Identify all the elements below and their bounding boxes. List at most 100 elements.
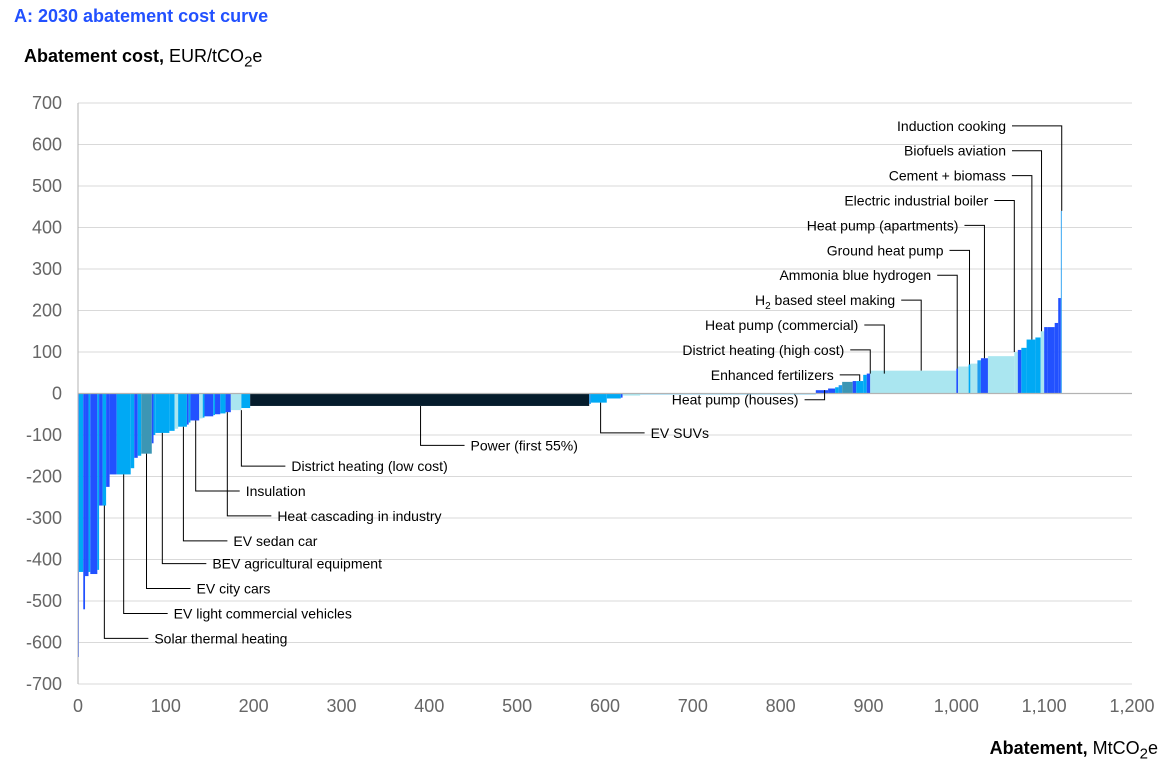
bar <box>83 393 86 610</box>
annotation-label: H2 based steel making <box>755 292 895 312</box>
annotation-leader <box>600 402 645 434</box>
x-tick-label: 1,200 <box>1109 696 1154 716</box>
bar <box>835 387 839 394</box>
bar <box>90 393 98 575</box>
bar <box>1017 349 1022 394</box>
annotation-leader <box>420 405 465 446</box>
annotation-label: EV city cars <box>197 581 271 597</box>
bar <box>1021 347 1027 394</box>
annotation-leader <box>949 249 971 365</box>
annotation-leader <box>1011 175 1033 340</box>
x-tick-label: 0 <box>73 696 83 716</box>
axes: 700 600 500 400 300 200 100 0 -100 -200 -300 -400 -5… <box>26 93 1155 716</box>
bar <box>230 393 242 411</box>
bar <box>1060 210 1062 394</box>
x-tick-label: 700 <box>678 696 708 716</box>
bar <box>174 393 179 429</box>
bar <box>186 393 189 425</box>
y-tick-label: 600 <box>32 135 62 155</box>
bar <box>958 366 969 394</box>
y-tick-label: 200 <box>32 301 62 321</box>
y-tick-label: -200 <box>26 467 62 487</box>
bar <box>842 381 853 394</box>
bar <box>838 385 843 394</box>
y-axis-title: Abatement cost, EUR/tCO2e <box>24 46 262 71</box>
bar <box>137 393 142 456</box>
bar <box>169 393 175 431</box>
bar <box>99 393 103 506</box>
annotation-label: District heating (low cost) <box>291 458 447 474</box>
x-tick-label: 300 <box>326 696 356 716</box>
bar <box>215 393 221 415</box>
annotation-label: Electric industrial boiler <box>844 193 988 209</box>
annotation-leader <box>850 349 871 374</box>
bar <box>241 393 251 409</box>
annotation-label: Induction cooking <box>897 118 1006 134</box>
annotation-leader <box>937 274 958 369</box>
bar <box>1026 339 1036 394</box>
annotation-label: EV sedan car <box>233 533 317 549</box>
annotation-label: Heat cascading in industry <box>277 508 441 524</box>
annotation-leader <box>864 324 885 374</box>
x-tick-label: 1,000 <box>934 696 979 716</box>
y-tick-label: 100 <box>32 342 62 362</box>
bar <box>1047 327 1055 394</box>
y-tick-label: 300 <box>32 259 62 279</box>
bar <box>970 363 978 394</box>
y-axis-title-bold: Abatement cost, <box>24 46 165 66</box>
grid-lines <box>78 102 1132 685</box>
annotation-label: Biofuels aviation <box>904 143 1006 159</box>
bar <box>1035 337 1041 394</box>
bar <box>106 393 110 487</box>
bar <box>153 393 156 435</box>
bar <box>102 393 107 506</box>
annotation-leader <box>226 412 272 517</box>
annotation-label: Enhanced fertilizers <box>711 367 834 383</box>
annotation-label: Heat pump (apartments) <box>807 217 959 233</box>
y-tick-label: -300 <box>26 508 62 528</box>
x-tick-label: 500 <box>502 696 532 716</box>
bar <box>815 390 829 394</box>
bars <box>78 210 1062 658</box>
annotation-leader <box>994 200 1015 352</box>
annotation-label: BEV agricultural equipment <box>212 556 382 572</box>
bar <box>622 393 641 396</box>
y-tick-label: 500 <box>32 176 62 196</box>
x-tick-label: 100 <box>151 696 181 716</box>
annotation-leader <box>182 426 228 542</box>
annotation-label: Ground heat pump <box>827 242 944 258</box>
y-tick-label: -100 <box>26 425 62 445</box>
annotation-leader <box>1012 125 1063 211</box>
y-tick-label: -500 <box>26 591 62 611</box>
y-axis-title-unit: EUR/tCO2e <box>169 46 263 71</box>
bar <box>85 393 89 577</box>
bar <box>987 356 1015 394</box>
x-tick-label: 400 <box>414 696 444 716</box>
bar <box>204 393 214 417</box>
bar <box>88 393 91 572</box>
y-tick-label: -600 <box>26 633 62 653</box>
annotation-leader <box>146 453 191 590</box>
x-tick-label: 1,100 <box>1022 696 1067 716</box>
annotation-label: Ammonia blue hydrogen <box>779 267 931 283</box>
y-tick-label: 700 <box>32 93 62 113</box>
bar <box>968 364 971 394</box>
y-tick-label: 400 <box>32 218 62 238</box>
bar <box>1014 352 1018 394</box>
bar <box>178 393 187 427</box>
bar <box>141 393 152 454</box>
annotation-leader <box>804 390 826 401</box>
annotation-label: Solar thermal heating <box>154 630 287 646</box>
annotation-leader <box>161 432 207 565</box>
annotation-leader <box>1012 150 1043 332</box>
bar <box>1044 327 1048 394</box>
annotation-label: Insulation <box>246 483 306 499</box>
annotation-label: Heat pump (houses) <box>672 392 799 408</box>
x-tick-label: 900 <box>853 696 883 716</box>
bar <box>155 393 170 433</box>
bar <box>870 370 957 394</box>
x-tick-label: 600 <box>590 696 620 716</box>
bar <box>620 393 623 398</box>
x-axis-title-bold: Abatement, <box>989 738 1088 758</box>
bar <box>856 381 864 394</box>
